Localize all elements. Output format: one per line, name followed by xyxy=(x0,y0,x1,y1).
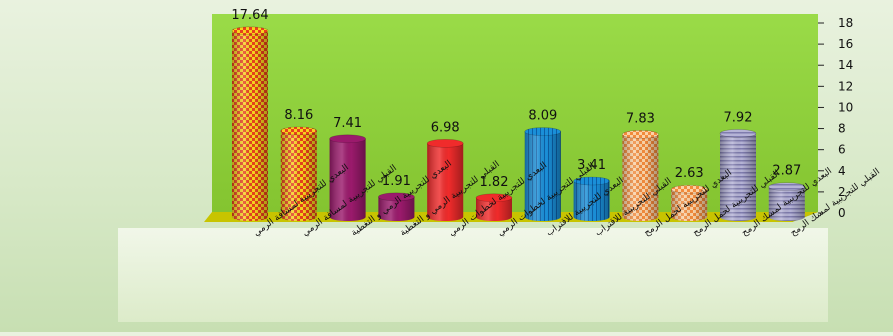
bar xyxy=(378,192,415,221)
bar xyxy=(719,129,757,221)
y-tick-label: 12 xyxy=(838,79,853,93)
bar-shade xyxy=(476,197,512,221)
y-tick-label: 6 xyxy=(838,143,846,157)
bar-shade xyxy=(378,196,415,221)
y-tick-label: 0 xyxy=(838,206,846,220)
bar-shade xyxy=(280,130,317,221)
bar-shade xyxy=(768,186,805,221)
bar xyxy=(670,184,708,221)
bar-shade xyxy=(671,189,708,221)
bar-top xyxy=(475,193,513,203)
bar-shade xyxy=(622,134,659,221)
value-label: 17.64 xyxy=(231,8,268,23)
bar xyxy=(280,126,318,221)
bar-top xyxy=(573,176,610,186)
bar-top xyxy=(231,26,269,36)
y-tick-label: 8 xyxy=(838,122,846,136)
bar-top xyxy=(768,182,806,192)
y-tick-label: 18 xyxy=(838,16,853,30)
bars-group xyxy=(231,26,806,221)
value-label: 8.16 xyxy=(284,108,313,123)
y-tick-label: 14 xyxy=(838,58,853,72)
bar xyxy=(475,193,513,221)
bar xyxy=(622,130,659,221)
bar-shade xyxy=(427,143,464,221)
y-tick-label: 4 xyxy=(838,164,846,178)
value-label: 6.98 xyxy=(431,120,460,135)
value-label: 7.83 xyxy=(626,111,655,126)
bar-top xyxy=(719,129,757,138)
y-tick-label: 16 xyxy=(838,37,853,51)
bar-top xyxy=(670,184,708,194)
value-label: 1.82 xyxy=(480,175,509,190)
bar-top xyxy=(280,126,318,136)
category-label-panel xyxy=(118,228,828,322)
bar xyxy=(768,182,806,221)
bar-shade xyxy=(232,30,268,221)
value-label: 7.41 xyxy=(333,116,362,131)
value-label: 2.63 xyxy=(675,166,704,181)
bar xyxy=(329,134,366,221)
bar-top xyxy=(426,139,464,148)
bar-top xyxy=(622,130,659,139)
bar-top xyxy=(524,127,562,136)
y-tick-label: 2 xyxy=(838,185,846,199)
bar-shade xyxy=(720,133,756,221)
value-label: 2.87 xyxy=(772,164,801,179)
value-label: 3.41 xyxy=(577,158,606,173)
bar-shade xyxy=(329,138,366,221)
bar xyxy=(231,26,269,221)
bar xyxy=(524,127,562,221)
bar xyxy=(426,139,464,221)
bar-top xyxy=(329,134,366,144)
bar-shade xyxy=(573,181,610,221)
bar-shade xyxy=(524,131,561,221)
value-label: 1.91 xyxy=(382,174,411,189)
bar xyxy=(573,176,610,221)
y-axis: 0 2 4 6 8 10 12 14 16 18 xyxy=(818,16,853,220)
value-labels-group: 17.64 8.16 7.41 1.91 6.98 1.82 8.09 3.41 7.83 2.6… xyxy=(231,8,801,190)
value-label: 8.09 xyxy=(528,109,557,124)
value-label: 7.92 xyxy=(724,110,753,125)
y-tick-label: 10 xyxy=(838,100,853,114)
bar-top xyxy=(378,192,415,202)
